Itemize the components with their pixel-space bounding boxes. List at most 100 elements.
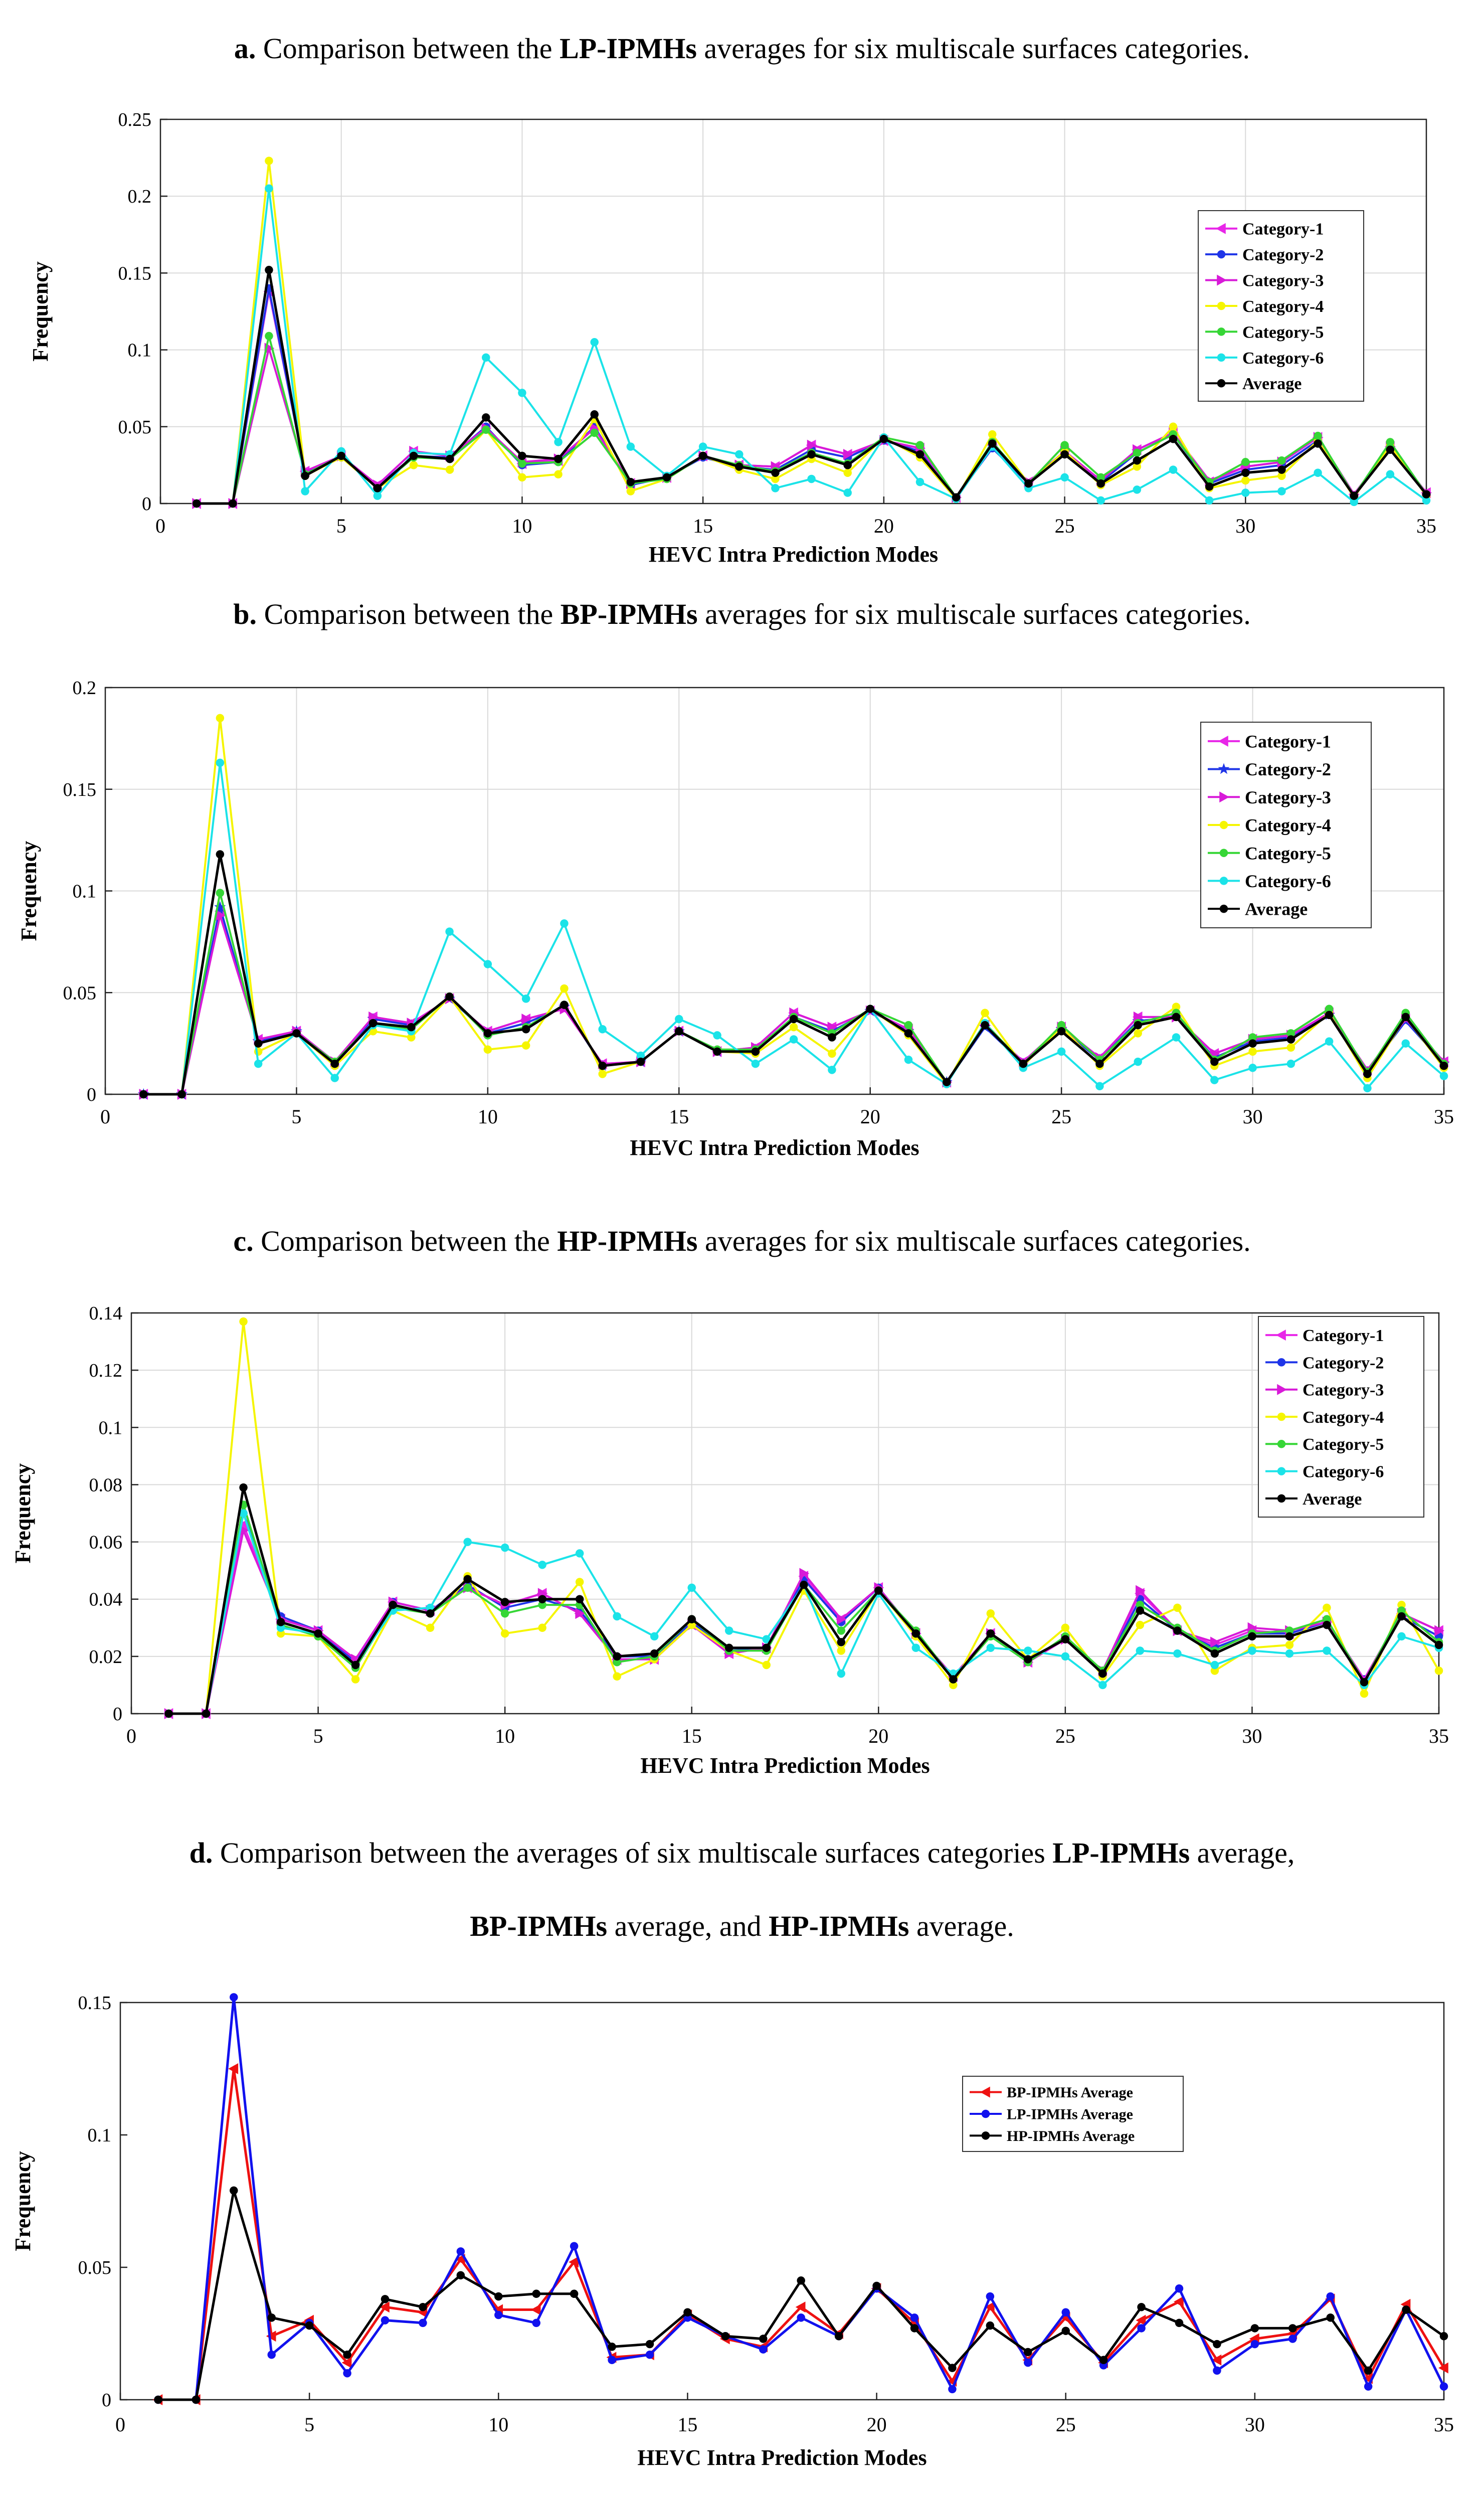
chart-b-point <box>904 1029 913 1038</box>
chart-a-xtick-label: 0 <box>155 515 165 537</box>
chart-b-point <box>1401 1039 1410 1048</box>
chart-d-point <box>267 2350 276 2359</box>
chart-a-xtick-label: 10 <box>512 515 532 537</box>
chart-b-point <box>1172 1003 1181 1011</box>
chart-c-point <box>1098 1669 1107 1678</box>
chart-b-point <box>904 1055 913 1064</box>
chart-d-point <box>267 2313 276 2322</box>
chart-b-ytick-label: 0 <box>87 1084 96 1105</box>
chart-b-point <box>368 1019 378 1028</box>
chart-c-point <box>575 1595 584 1603</box>
chart-a-point <box>1133 456 1142 465</box>
chart-b-legend-marker <box>1218 763 1230 774</box>
chart-b-xtick-label: 35 <box>1434 1105 1454 1128</box>
chart-c-point <box>1061 1652 1070 1661</box>
chart-b-point <box>1210 1076 1219 1084</box>
chart-a-point <box>1169 465 1178 474</box>
chart-d-point <box>305 2321 314 2330</box>
chart-b-point <box>445 927 454 936</box>
chart-c-point <box>1397 1632 1406 1641</box>
chart-c-point <box>949 1675 958 1684</box>
chart-c-point <box>1024 1655 1032 1664</box>
chart-c-legend-label: Category-2 <box>1303 1354 1384 1372</box>
chart-a-point <box>265 331 273 341</box>
chart-a-point <box>265 266 273 274</box>
chart-c-legend-label: Category-5 <box>1303 1435 1384 1454</box>
chart-d-xtick-label: 15 <box>677 2413 697 2436</box>
chart-a-point <box>915 477 924 486</box>
chart-c-legend-marker <box>1276 1329 1286 1341</box>
chart-c-legend-marker <box>1277 1358 1286 1367</box>
chart-a-point <box>1060 450 1069 459</box>
chart-b-point <box>789 1035 798 1044</box>
chart-b-point <box>1172 1013 1181 1022</box>
chart-b-legend-label: Average <box>1245 899 1308 919</box>
chart-d-point <box>530 2304 541 2315</box>
chart-b-point <box>177 1090 186 1099</box>
chart-d-point <box>608 2356 616 2365</box>
chart-a-legend-marker <box>1217 353 1226 362</box>
chart-b-point <box>1134 1021 1142 1030</box>
chart-b-point <box>1019 1059 1028 1068</box>
chart-c-point <box>1136 1620 1145 1629</box>
chart-a-legend: Category-1 Category-2 Category-3 Category-4… <box>1198 210 1364 402</box>
chart-c-point <box>276 1629 285 1638</box>
chart-d-xtick-label: 25 <box>1056 2413 1076 2436</box>
chart-c-point <box>426 1609 435 1618</box>
chart-d-series-2 <box>154 2186 1448 2404</box>
chart-d-point <box>872 2281 881 2290</box>
chart-b-xtick-label: 30 <box>1243 1105 1263 1128</box>
chart-c-point <box>1173 1603 1182 1612</box>
chart-a-point <box>843 461 852 469</box>
chart-a-point <box>1060 441 1069 449</box>
chart-d-point <box>154 2395 162 2404</box>
chart-b-point <box>521 1013 532 1025</box>
chart-d-point <box>456 2271 465 2280</box>
chart-b-point <box>139 1090 148 1099</box>
chart-b-point <box>216 889 225 897</box>
chart-c-point <box>911 1629 920 1638</box>
chart-b-point <box>1095 1059 1104 1068</box>
chart-a-point <box>952 493 961 502</box>
chart-d-point <box>1099 2356 1108 2365</box>
chart-c-ytick-label: 0.04 <box>89 1589 123 1610</box>
chart-b-legend-marker <box>1219 791 1229 803</box>
chart-d-point <box>1250 2324 1259 2333</box>
chart-a-point <box>698 451 707 460</box>
chart-a-xtick-label: 35 <box>1416 515 1436 537</box>
chart-c-point <box>650 1632 659 1641</box>
chart-a: 0 5 10 15 20 25 30 35 0 0.05 0.1 0.15 0.2 0.25 HEVC In… <box>28 109 1436 567</box>
chart-b-legend-label: Category-2 <box>1245 759 1331 779</box>
chart-c-point <box>389 1600 397 1609</box>
chart-b-point <box>1057 1027 1066 1036</box>
chart-c-point <box>1210 1667 1219 1675</box>
chart-d-xtick-label: 10 <box>488 2413 508 2436</box>
chart-b-point <box>521 1041 530 1050</box>
chart-c-point <box>1173 1626 1182 1635</box>
chart-a-legend-label: Category-1 <box>1242 220 1324 239</box>
chart-c-point <box>613 1658 621 1667</box>
chart-d-point <box>1174 2296 1184 2307</box>
chart-b-point <box>1439 1072 1448 1080</box>
chart-c-point <box>1136 1585 1146 1596</box>
chart-a-ytick-label: 0.2 <box>128 186 152 207</box>
chart-d-point <box>381 2316 390 2324</box>
chart-d-point <box>230 1993 238 2002</box>
chart-b-ytick-label: 0.05 <box>63 982 97 1004</box>
chart-b-point <box>636 1057 645 1066</box>
chart-c-legend: Category-1 Category-2 Category-3 Category-4… <box>1258 1316 1424 1518</box>
chart-c-point <box>724 1626 733 1635</box>
chart-b-xtick-label: 25 <box>1051 1105 1071 1128</box>
chart-d-point <box>797 2313 805 2322</box>
chart-c-xlabel: HEVC Intra Prediction Modes <box>640 1753 930 1778</box>
chart-a-point <box>879 435 888 443</box>
chart-a-point <box>192 499 201 508</box>
chart-b-series-6 <box>139 850 1448 1099</box>
chart-c-point <box>1098 1681 1107 1690</box>
chart-d-point <box>494 2292 503 2301</box>
chart-a-point <box>482 413 490 422</box>
chart-b-legend-marker <box>1218 735 1228 747</box>
chart-b-legend-label: Category-3 <box>1245 787 1331 807</box>
chart-b-ytick-label: 0.1 <box>73 881 97 902</box>
chart-c-point <box>837 1638 846 1646</box>
